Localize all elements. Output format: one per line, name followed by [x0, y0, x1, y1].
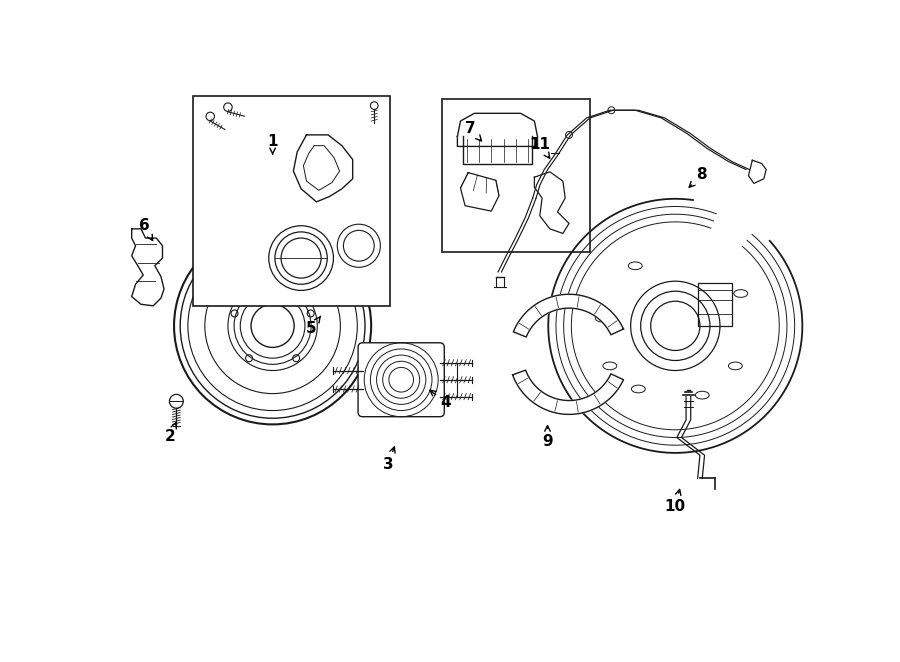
Text: 7: 7: [465, 121, 482, 141]
Bar: [698, 283, 733, 326]
Circle shape: [565, 132, 572, 138]
Text: 2: 2: [165, 423, 176, 444]
Text: 4: 4: [430, 390, 451, 410]
Polygon shape: [513, 370, 624, 414]
Text: 10: 10: [665, 489, 686, 514]
Text: 1: 1: [267, 134, 278, 154]
Text: 8: 8: [689, 167, 706, 187]
Text: 5: 5: [306, 316, 320, 336]
Text: 3: 3: [382, 447, 395, 472]
Bar: [442, 99, 590, 252]
Text: 11: 11: [529, 136, 550, 158]
FancyBboxPatch shape: [358, 343, 445, 416]
Text: 9: 9: [542, 426, 553, 449]
Bar: [194, 97, 390, 306]
Polygon shape: [513, 295, 624, 337]
Text: 6: 6: [139, 218, 153, 240]
Circle shape: [608, 107, 615, 114]
